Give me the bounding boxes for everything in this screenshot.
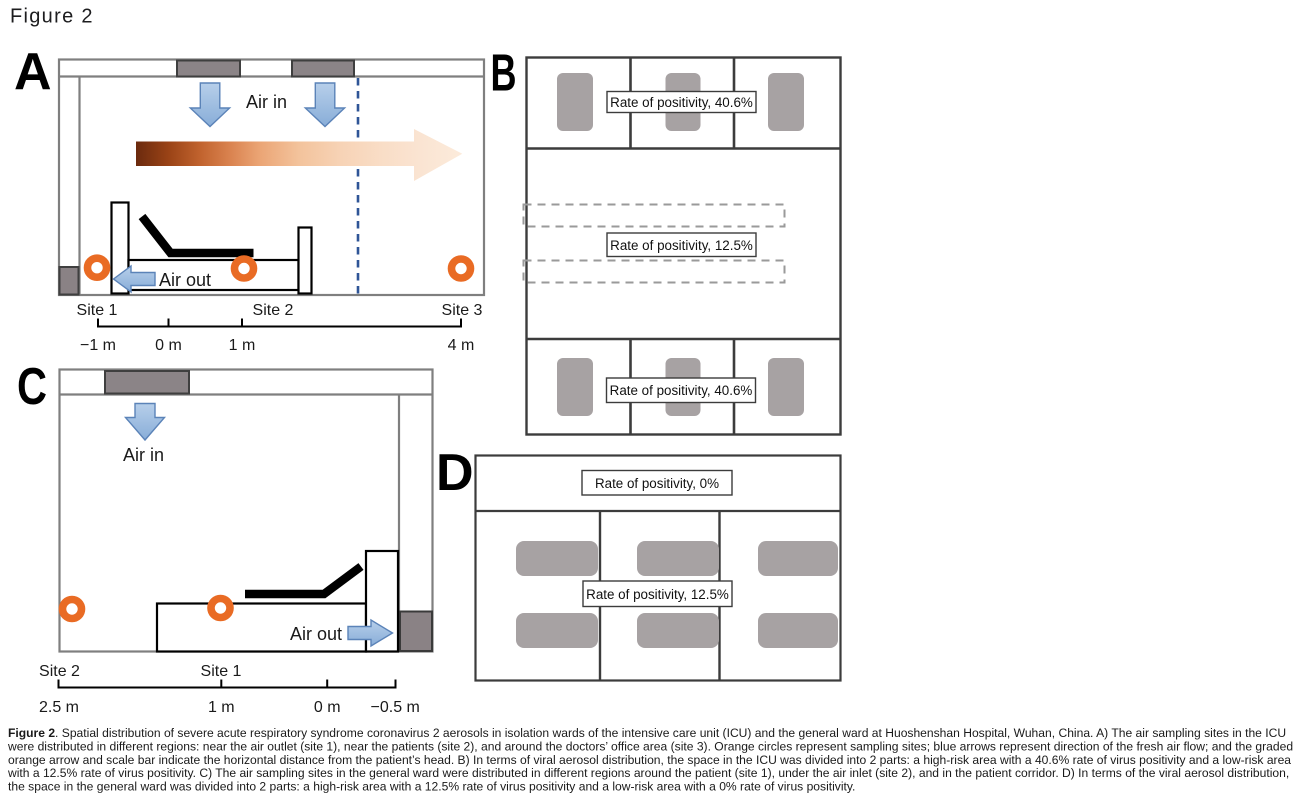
svg-text:Site 2: Site 2 <box>253 302 294 319</box>
svg-text:Rate of positivity, 12.5%: Rate of positivity, 12.5% <box>586 587 729 602</box>
svg-text:2.5 m: 2.5 m <box>39 699 79 716</box>
svg-text:A: A <box>14 43 52 101</box>
svg-text:were distributed in different: were distributed in different regions: n… <box>7 739 1293 753</box>
svg-text:−1 m: −1 m <box>80 337 116 354</box>
svg-text:Air out: Air out <box>290 624 342 644</box>
svg-text:Rate of positivity, 40.6%: Rate of positivity, 40.6% <box>610 383 753 398</box>
svg-text:Air in: Air in <box>123 445 164 465</box>
svg-text:Site 1: Site 1 <box>77 302 118 319</box>
svg-text:with a 12.5% rate of virus pos: with a 12.5% rate of virus positivity. C… <box>7 766 1289 780</box>
svg-text:4 m: 4 m <box>448 337 475 354</box>
svg-text:1 m: 1 m <box>229 337 256 354</box>
svg-text:1 m: 1 m <box>208 699 235 716</box>
svg-text:the space in the general ward: the space in the general ward was divide… <box>8 780 855 794</box>
svg-text:B: B <box>491 45 517 103</box>
svg-text:Site 2: Site 2 <box>39 663 80 680</box>
svg-text:Rate of positivity, 12.5%: Rate of positivity, 12.5% <box>610 238 753 253</box>
svg-text:D: D <box>436 444 474 502</box>
svg-text:0 m: 0 m <box>314 699 341 716</box>
svg-text:Site 1: Site 1 <box>201 663 242 680</box>
svg-text:−0.5 m: −0.5 m <box>371 699 420 716</box>
svg-text:Figure 2. Spatial distribution: Figure 2. Spatial distribution of severe… <box>8 726 1286 740</box>
svg-text:orange arrow and scale bar ind: orange arrow and scale bar indicate the … <box>8 753 1291 767</box>
svg-text:Figure 2: Figure 2 <box>10 6 94 28</box>
svg-text:Site 3: Site 3 <box>442 302 483 319</box>
svg-text:Air out: Air out <box>159 270 211 290</box>
svg-text:Rate of positivity, 0%: Rate of positivity, 0% <box>595 476 719 491</box>
svg-text:Air in: Air in <box>246 92 287 112</box>
svg-text:Rate of positivity, 40.6%: Rate of positivity, 40.6% <box>610 95 753 110</box>
svg-text:0 m: 0 m <box>155 337 182 354</box>
svg-text:C: C <box>17 358 47 416</box>
